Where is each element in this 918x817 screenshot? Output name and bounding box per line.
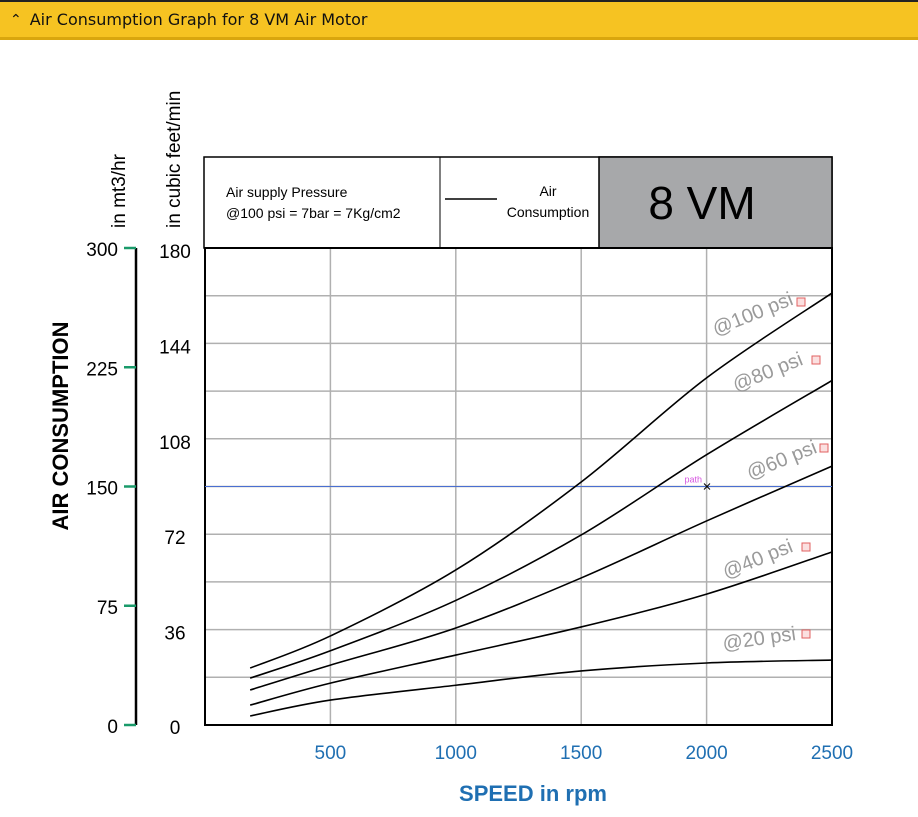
model-label: 8 VM (648, 177, 755, 229)
series-line (249, 292, 833, 669)
legend-pressure-line2: @100 psi = 7bar = 7Kg/cm2 (226, 205, 401, 221)
y-unit-left: in mt3/hr (109, 153, 130, 228)
series-marker-icon (819, 443, 829, 453)
x-tick-label: 500 (315, 743, 347, 764)
legend-line-label1: Air (539, 183, 556, 199)
legend-line-label2: Consumption (507, 204, 590, 220)
chevron-up-icon[interactable]: ⌃ (10, 11, 22, 28)
reference-line-label: path (684, 475, 702, 485)
x-axis-title: SPEED in rpm (459, 781, 607, 806)
series-marker-icon (811, 355, 821, 365)
section-title: Air Consumption Graph for 8 VM Air Motor (29, 10, 368, 29)
section-header[interactable]: ⌃ Air Consumption Graph for 8 VM Air Mot… (0, 0, 918, 40)
series-marker-icon (801, 542, 811, 552)
y-tick-cfm: 36 (164, 624, 185, 645)
x-tick-label: 1000 (435, 743, 477, 764)
reference-marker-icon (703, 483, 711, 490)
y-tick-m3hr: 150 (86, 479, 118, 500)
series-line (249, 379, 833, 679)
series-marker-icon (796, 297, 806, 307)
series-label: @40 psi (719, 535, 796, 583)
y-tick-cfm: 180 (159, 242, 191, 263)
series-line (249, 551, 833, 706)
y-axis-title: AIR CONSUMPTION (48, 322, 73, 531)
legend-pressure-line1: Air supply Pressure (226, 184, 348, 200)
series-label: @80 psi (729, 348, 806, 396)
y-tick-m3hr: 225 (86, 359, 118, 380)
y-tick-cfm: 108 (159, 433, 191, 454)
model-box (598, 156, 833, 249)
series-marker-icon (801, 629, 811, 639)
y-tick-cfm: 72 (164, 528, 185, 549)
series-line (249, 659, 833, 717)
y-tick-cfm: 0 (170, 718, 181, 739)
series-label: @20 psi (721, 623, 797, 655)
x-tick-label: 2500 (811, 743, 853, 764)
x-tick-label: 2000 (685, 743, 727, 764)
x-tick-label: 1500 (560, 743, 602, 764)
y-tick-cfm: 144 (159, 337, 191, 358)
series-line (249, 465, 833, 691)
y-tick-m3hr: 300 (86, 240, 118, 261)
series-label: @60 psi (743, 436, 820, 484)
y-tick-m3hr: 0 (107, 717, 118, 738)
y-unit-right: in cubic feet/min (164, 91, 185, 228)
y-tick-m3hr: 75 (97, 598, 118, 619)
